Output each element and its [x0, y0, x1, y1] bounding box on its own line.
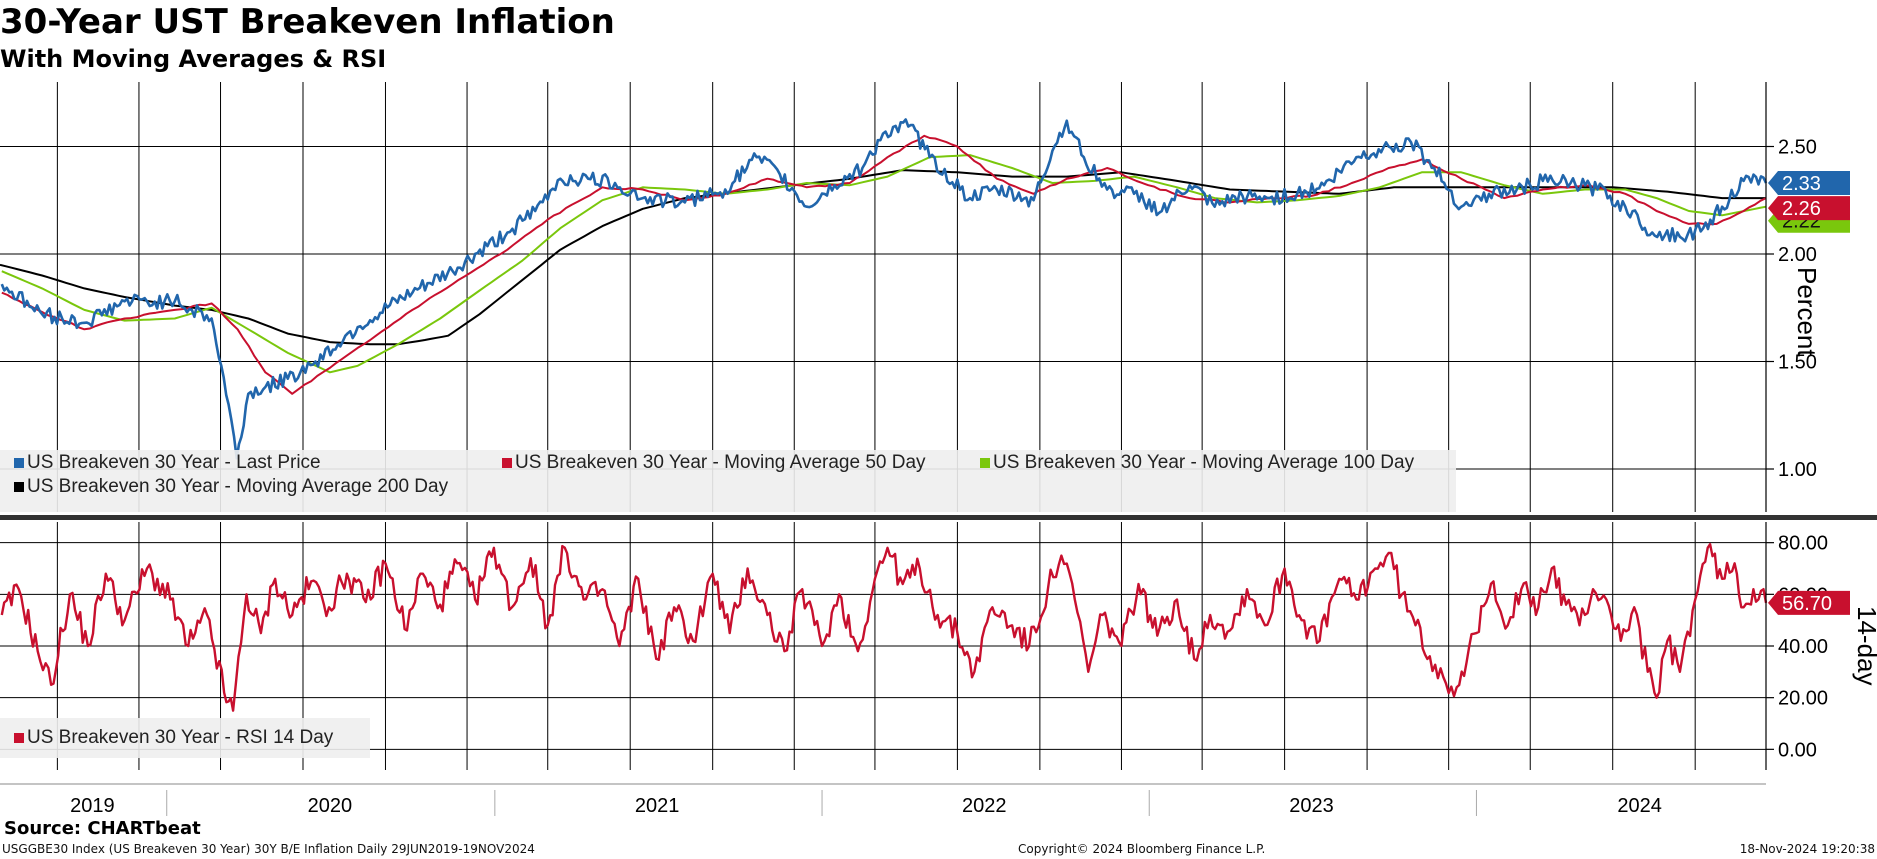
rsi-ytick-label: 20.00 — [1778, 688, 1828, 710]
tag-rsi-bg — [1768, 590, 1850, 615]
price-legend-box — [0, 450, 1456, 512]
rsi-ylabel: 14-day — [1852, 606, 1877, 686]
panel-separator — [0, 515, 1877, 520]
tag-ma50-text: 2.26 — [1782, 198, 1821, 220]
legend-ma100-swatch — [980, 458, 990, 468]
source-label: Source: CHARTbeat — [4, 818, 201, 839]
x-year-label: 2024 — [1617, 795, 1662, 817]
legend-layer: US Breakeven 30 Year - Last Price US Brea… — [0, 450, 1456, 758]
tag-rsi-text: 56.70 — [1782, 593, 1832, 615]
series-line-ma100 — [1, 154, 1767, 374]
legend-ma200-label: US Breakeven 30 Year - Moving Average 20… — [27, 476, 449, 497]
footer-index-info: USGGBE30 Index (US Breakeven 30 Year) 30… — [2, 842, 535, 856]
series-line-rsi — [0, 543, 1768, 712]
price-ytick-label: 1.00 — [1778, 459, 1817, 481]
legend-ma200-swatch — [14, 482, 24, 492]
grid-layer — [0, 82, 1766, 770]
series-line-ma200 — [0, 169, 1766, 346]
rsi-ytick-label: 0.00 — [1778, 739, 1817, 761]
price-ylabel: Percent — [1792, 267, 1822, 357]
tag-last-price-bg — [1768, 171, 1850, 196]
legend-rsi-swatch — [14, 733, 24, 743]
series-layer — [0, 118, 1768, 712]
x-year-label: 2022 — [962, 795, 1007, 817]
tag-ma50-bg — [1768, 196, 1850, 221]
legend-last-price-swatch — [14, 458, 24, 468]
price-ytick-label: 2.50 — [1778, 137, 1817, 159]
rsi-legend-box — [0, 718, 370, 758]
x-year-label: 2019 — [70, 795, 115, 817]
x-year-label: 2023 — [1289, 795, 1334, 817]
x-year-label: 2021 — [635, 795, 680, 817]
x-year-label: 2020 — [308, 795, 353, 817]
tag-last-price-text: 2.33 — [1782, 173, 1821, 195]
series-line-last-price — [0, 118, 1768, 460]
price-ytick-label: 2.00 — [1778, 244, 1817, 266]
footer-timestamp: 18-Nov-2024 19:20:38 — [1739, 842, 1875, 856]
legend-ma100-label: US Breakeven 30 Year - Moving Average 10… — [993, 452, 1415, 473]
chart-title: 30-Year UST Breakeven Inflation — [0, 2, 615, 42]
legend-last-price-label: US Breakeven 30 Year - Last Price — [27, 452, 321, 473]
rsi-ytick-label: 40.00 — [1778, 636, 1828, 658]
axis-layer: 1.001.502.002.500.0020.0040.0060.0080.00… — [0, 82, 1877, 817]
rsi-ytick-label: 80.00 — [1778, 533, 1828, 555]
legend-ma50-swatch — [502, 458, 512, 468]
footer-copyright: Copyright© 2024 Bloomberg Finance L.P. — [1018, 842, 1266, 856]
legend-rsi-label: US Breakeven 30 Year - RSI 14 Day — [27, 727, 334, 748]
chart-subtitle: With Moving Averages & RSI — [0, 45, 387, 73]
series-line-ma50 — [1, 134, 1767, 395]
price-ytick-label: 1.50 — [1778, 352, 1817, 374]
legend-ma50-label: US Breakeven 30 Year - Moving Average 50… — [515, 452, 926, 473]
